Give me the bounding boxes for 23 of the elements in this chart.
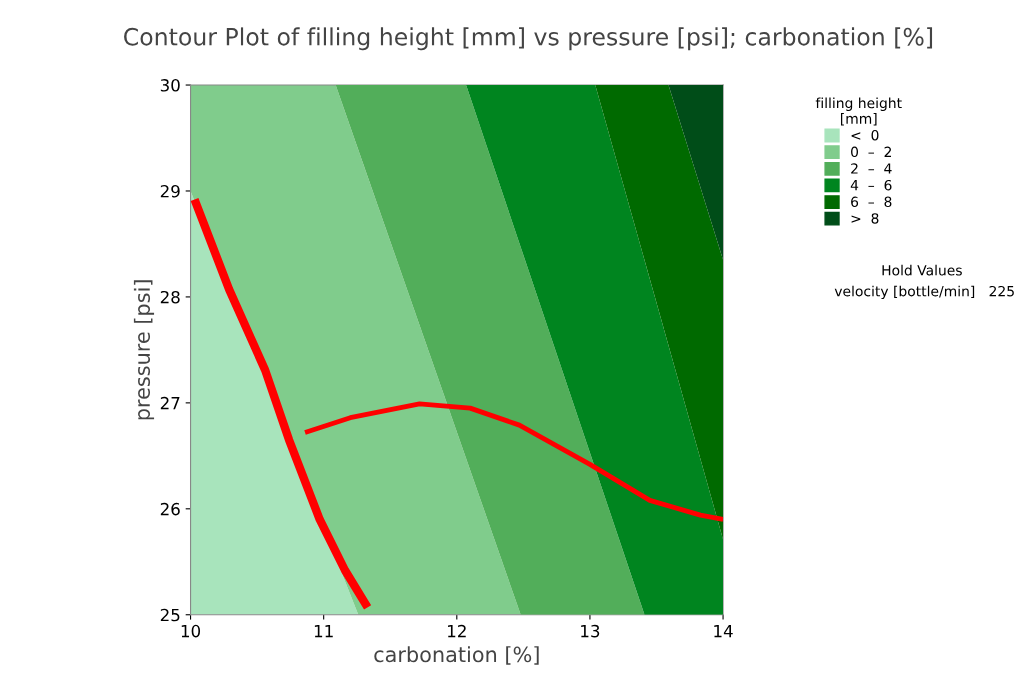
x-tick-label: 13	[581, 624, 600, 638]
legend-label: 6 – 8	[851, 196, 892, 208]
x-axis-title: carbonation [%]	[374, 646, 539, 665]
y-tick-label: 29	[160, 184, 180, 198]
text: Hold Values	[882, 264, 962, 276]
legend-label: < 0	[851, 129, 879, 141]
y-tick-label: 26	[160, 502, 180, 516]
x-tick-label: 14	[714, 624, 733, 638]
legend-label: 2 – 4	[851, 163, 892, 174]
y-tick-label: 27	[160, 396, 180, 410]
legend-label: > 8	[851, 213, 879, 224]
x-tick-label: 12	[448, 624, 466, 638]
legend-label: 0 – 2	[851, 146, 891, 158]
text: velocity [bottle/min] 225	[834, 285, 1014, 300]
chart-title: Contour Plot of filling height [mm] vs pressure [psi]; carbonation [%]	[124, 27, 933, 51]
legend-title: filling height [mm]	[815, 97, 902, 126]
y-tick-label: 28	[160, 290, 180, 304]
y-tick-label: 25	[160, 608, 180, 622]
y-tick-label: 30	[160, 79, 180, 92]
y-axis-title: pressure [psi]	[133, 280, 155, 420]
x-tick-label: 11	[314, 624, 333, 638]
legend-label: 4 – 6	[850, 179, 892, 191]
x-tick-label: 10	[181, 624, 201, 638]
